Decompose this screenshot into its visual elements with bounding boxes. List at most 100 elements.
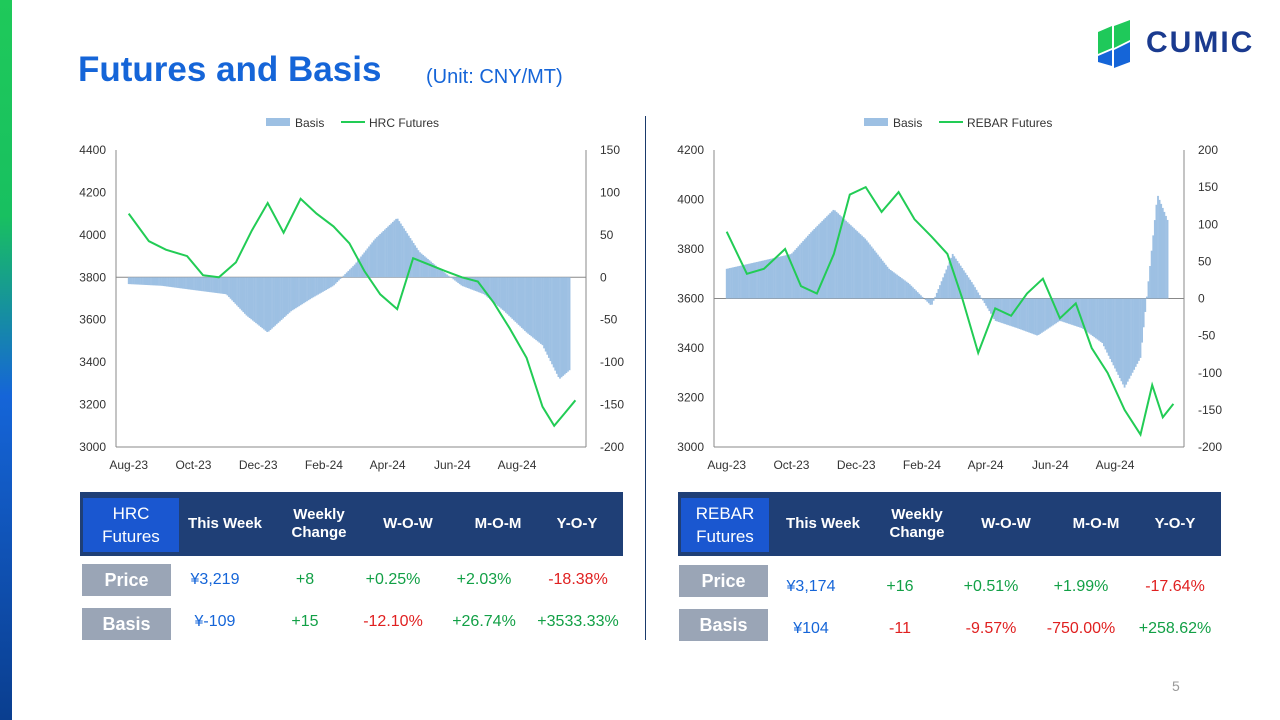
basis-bar [735, 266, 738, 299]
hrc-table-header: HRC Futures This Week Weekly Change W-O-… [80, 492, 623, 556]
basis-bar [323, 277, 326, 291]
basis-bar [514, 277, 517, 322]
basis-bar [127, 277, 130, 285]
basis-bar [1052, 298, 1054, 326]
basis-bar [536, 277, 539, 342]
basis-bar [431, 262, 434, 278]
hrc-price-this-week: ¥3,219 [190, 571, 240, 588]
basis-bar [950, 257, 953, 299]
y-left-tick-label: 3000 [677, 440, 704, 454]
basis-bar [927, 298, 930, 304]
basis-bar [129, 277, 132, 285]
basis-bar [1090, 298, 1093, 335]
basis-bar [759, 261, 762, 299]
basis-bar [420, 253, 423, 278]
basis-bar [392, 221, 394, 278]
y-right-tick-label: 150 [1198, 180, 1218, 194]
basis-bar [196, 277, 199, 291]
basis-bar [1123, 298, 1126, 388]
basis-bar [835, 211, 838, 299]
basis-bar [253, 277, 256, 322]
basis-bar [560, 277, 563, 378]
basis-bar [948, 261, 951, 299]
basis-bar [1098, 298, 1101, 341]
basis-bar [223, 277, 226, 294]
basis-bar [396, 218, 399, 278]
basis-bar [181, 277, 184, 289]
y-right-tick-label: 200 [1198, 143, 1218, 157]
basis-bar [767, 259, 770, 299]
basis-bar [1045, 298, 1048, 330]
header-weekly-change: Weekly Change [889, 506, 945, 541]
basis-bar [881, 260, 884, 299]
basis-bar [912, 287, 914, 299]
basis-bar [969, 279, 972, 299]
x-tick-label: Apr-24 [968, 458, 1004, 472]
basis-bar [1161, 207, 1164, 299]
basis-bar [883, 262, 886, 299]
basis-bar [356, 260, 359, 278]
basis-bar [202, 277, 205, 292]
basis-bar [797, 246, 800, 299]
left-accent-bar [0, 0, 12, 720]
legend-basis-label: Basis [295, 116, 324, 130]
basis-bar [132, 277, 135, 285]
legend-basis-swatch [266, 118, 290, 126]
basis-bar [1150, 250, 1153, 299]
basis-bar [791, 253, 793, 299]
basis-bar [220, 277, 222, 294]
basis-bar [1153, 220, 1156, 299]
y-left-tick-label: 4000 [79, 228, 106, 242]
basis-bar [415, 247, 418, 278]
y-left-tick-label: 4400 [79, 143, 106, 157]
y-left-tick-label: 3600 [677, 292, 704, 306]
basis-bar [293, 277, 296, 310]
basis-bar [1061, 298, 1064, 322]
basis-bar [1109, 298, 1112, 359]
basis-bar [894, 273, 897, 299]
basis-bar [1141, 298, 1143, 343]
basis-bar [982, 298, 984, 301]
basis-bar [926, 298, 929, 302]
basis-bar [506, 277, 509, 315]
y-right-tick-label: -100 [600, 355, 624, 369]
rebar-basis-mom: -750.00% [1046, 620, 1116, 637]
basis-bar [1050, 298, 1053, 327]
basis-bar [786, 254, 789, 299]
basis-bar [924, 298, 927, 301]
header-mom: M-O-M [1072, 515, 1120, 532]
basis-bar [974, 287, 976, 299]
basis-bar [1096, 298, 1099, 340]
basis-bar [1120, 298, 1123, 382]
basis-bar [188, 277, 191, 290]
basis-bar [1004, 298, 1007, 325]
y-right-tick-label: 50 [600, 228, 614, 242]
basis-bar [290, 277, 292, 312]
basis-bar [1138, 298, 1140, 361]
hrc-table-title: HRC Futures [83, 498, 179, 552]
basis-bar [900, 278, 903, 299]
basis-bar [237, 277, 240, 308]
basis-bar [535, 277, 538, 341]
basis-bar [779, 256, 782, 299]
unit-label: (Unit: CNY/MT) [426, 66, 563, 88]
basis-bar [919, 295, 922, 299]
basis-bar [880, 258, 882, 299]
header-wow: W-O-W [383, 515, 433, 532]
basis-bar [749, 263, 752, 299]
basis-bar [851, 226, 854, 299]
basis-bar [407, 235, 410, 278]
basis-bar [226, 277, 229, 296]
basis-bar [462, 277, 464, 287]
basis-bar [988, 298, 991, 312]
basis-bar [215, 277, 218, 293]
basis-bar [1032, 298, 1035, 335]
basis-bar [1031, 298, 1034, 334]
basis-bar [853, 228, 855, 299]
y-left-tick-label: 3200 [79, 398, 106, 412]
basis-bar [554, 277, 557, 371]
x-tick-label: Feb-24 [305, 458, 343, 472]
basis-bar [975, 289, 978, 299]
basis-bar [986, 298, 989, 309]
basis-bar [795, 248, 798, 299]
